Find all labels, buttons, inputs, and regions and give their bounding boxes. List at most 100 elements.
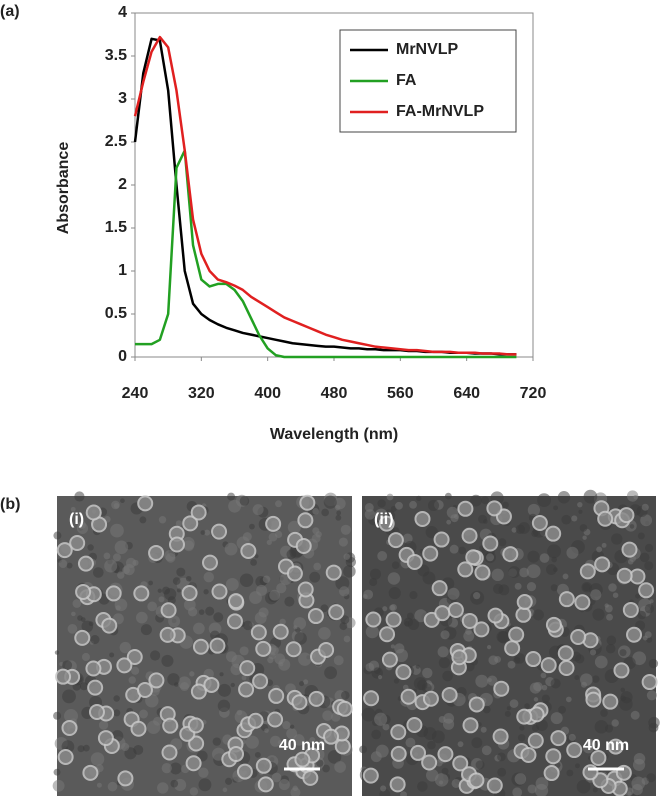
- y-tick-label: 1: [118, 262, 127, 279]
- particle: [239, 660, 256, 677]
- noise: [449, 544, 459, 554]
- noise: [170, 779, 179, 788]
- particle: [228, 746, 245, 763]
- noise: [318, 627, 331, 640]
- noise: [565, 696, 572, 703]
- noise: [574, 675, 580, 680]
- series-line: [133, 35, 517, 356]
- noise: [561, 514, 572, 525]
- particle: [508, 626, 525, 643]
- y-tick-label: 2: [118, 176, 127, 193]
- noise: [158, 516, 167, 524]
- noise: [293, 625, 298, 630]
- noise: [309, 736, 316, 744]
- noise: [482, 705, 491, 714]
- noise: [592, 608, 605, 621]
- particle: [516, 594, 533, 611]
- noise: [639, 552, 650, 563]
- particle: [75, 583, 92, 600]
- noise: [77, 745, 85, 753]
- noise: [323, 495, 337, 509]
- noise: [481, 496, 490, 505]
- noise: [282, 720, 291, 730]
- noise: [119, 641, 132, 654]
- noise: [161, 654, 174, 667]
- noise: [198, 609, 205, 615]
- particle: [255, 640, 272, 657]
- noise: [70, 506, 76, 512]
- noise: [225, 577, 239, 591]
- noise: [532, 609, 544, 621]
- noise: [278, 779, 290, 791]
- noise: [52, 779, 65, 792]
- noise: [343, 635, 351, 643]
- particle: [168, 536, 185, 553]
- noise: [241, 675, 247, 681]
- particle: [160, 602, 177, 619]
- noise: [172, 577, 181, 585]
- noise: [589, 649, 597, 656]
- y-tick-label: 3: [118, 90, 127, 107]
- particle: [255, 757, 272, 774]
- x-tick-label: 320: [188, 385, 215, 402]
- particle: [597, 510, 614, 527]
- noise: [514, 582, 522, 590]
- noise: [309, 571, 321, 583]
- noise: [311, 533, 321, 543]
- noise: [217, 699, 231, 713]
- particle: [486, 777, 503, 794]
- noise: [581, 581, 592, 593]
- noise: [393, 678, 400, 684]
- noise: [157, 782, 169, 794]
- noise: [365, 625, 379, 639]
- particle: [390, 745, 407, 762]
- noise: [150, 650, 161, 661]
- noise: [635, 593, 641, 599]
- particle: [294, 751, 311, 768]
- legend-label: FA: [396, 72, 417, 89]
- noise: [374, 712, 388, 726]
- noise: [537, 493, 551, 508]
- noise: [394, 648, 409, 663]
- noise: [203, 589, 209, 595]
- noise: [71, 611, 76, 617]
- noise: [539, 553, 550, 563]
- particle: [238, 681, 255, 698]
- particle: [431, 580, 448, 597]
- noise: [107, 781, 118, 792]
- noise: [407, 618, 420, 631]
- y-axis-title: Absorbance: [55, 142, 72, 235]
- particle: [381, 651, 398, 668]
- panel-label: (b): [0, 496, 20, 513]
- noise: [386, 493, 394, 501]
- noise: [322, 764, 330, 773]
- noise: [245, 735, 259, 749]
- particle: [101, 617, 118, 634]
- noise: [189, 787, 199, 796]
- particle: [236, 763, 253, 780]
- noise: [224, 542, 238, 556]
- particle: [422, 545, 439, 562]
- particle: [299, 494, 316, 511]
- x-tick-label: 720: [520, 385, 547, 402]
- particle: [557, 645, 574, 662]
- noise: [299, 681, 305, 687]
- particle: [88, 704, 105, 721]
- particle: [545, 616, 562, 633]
- noise: [382, 606, 388, 612]
- particle: [525, 651, 542, 668]
- particle: [55, 668, 72, 685]
- particle: [461, 527, 478, 544]
- noise: [646, 690, 657, 701]
- noise: [486, 553, 495, 562]
- noise: [370, 568, 382, 580]
- noise: [637, 532, 645, 540]
- noise: [334, 761, 346, 773]
- noise: [278, 658, 291, 671]
- particle: [543, 765, 560, 782]
- particle: [77, 555, 94, 572]
- noise: [526, 582, 537, 592]
- noise: [541, 694, 550, 703]
- particle: [74, 629, 91, 646]
